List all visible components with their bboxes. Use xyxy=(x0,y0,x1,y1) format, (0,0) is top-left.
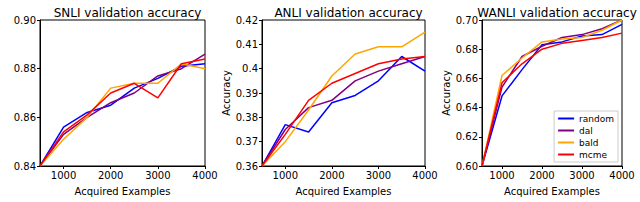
svg-text:0.84: 0.84 xyxy=(14,161,36,172)
svg-text:0.90: 0.90 xyxy=(14,15,36,26)
svg-text:0.60: 0.60 xyxy=(456,161,478,172)
svg-text:Acquired Examples: Acquired Examples xyxy=(75,186,171,197)
svg-text:0.41: 0.41 xyxy=(236,39,258,50)
svg-text:0.62: 0.62 xyxy=(456,131,478,142)
svg-text:3000: 3000 xyxy=(569,170,594,181)
svg-text:0.37: 0.37 xyxy=(236,136,258,147)
svg-text:0.39: 0.39 xyxy=(236,88,258,99)
svg-text:SNLI validation accuracy: SNLI validation accuracy xyxy=(54,6,202,20)
svg-text:0.38: 0.38 xyxy=(236,112,258,123)
svg-text:Accuracy: Accuracy xyxy=(221,70,232,116)
svg-text:0.88: 0.88 xyxy=(14,63,36,74)
svg-text:2000: 2000 xyxy=(98,170,123,181)
svg-text:0.4: 0.4 xyxy=(242,63,258,74)
svg-text:1000: 1000 xyxy=(489,170,514,181)
svg-text:0.68: 0.68 xyxy=(456,44,478,55)
svg-text:0.86: 0.86 xyxy=(14,112,36,123)
svg-text:bald: bald xyxy=(579,138,598,148)
svg-text:4000: 4000 xyxy=(192,170,217,181)
svg-text:1000: 1000 xyxy=(273,170,298,181)
svg-text:3000: 3000 xyxy=(145,170,170,181)
svg-text:0.36: 0.36 xyxy=(236,161,258,172)
svg-text:WANLI validation accuracy: WANLI validation accuracy xyxy=(477,6,636,20)
svg-text:0.64: 0.64 xyxy=(456,102,478,113)
svg-text:0.66: 0.66 xyxy=(456,73,478,84)
svg-text:dal: dal xyxy=(579,126,593,136)
svg-text:2000: 2000 xyxy=(529,170,554,181)
svg-text:Acquired Examples: Acquired Examples xyxy=(296,186,392,197)
svg-text:ANLI validation accuracy: ANLI validation accuracy xyxy=(274,6,422,20)
svg-text:4000: 4000 xyxy=(609,170,634,181)
svg-text:3000: 3000 xyxy=(366,170,391,181)
svg-text:1000: 1000 xyxy=(51,170,76,181)
svg-text:4000: 4000 xyxy=(412,170,437,181)
svg-text:random: random xyxy=(579,114,614,124)
svg-text:Accuracy: Accuracy xyxy=(441,70,452,116)
svg-text:mcme: mcme xyxy=(579,150,607,160)
svg-text:Acquired Examples: Acquired Examples xyxy=(504,186,600,197)
svg-text:0.70: 0.70 xyxy=(456,15,478,26)
svg-text:0.42: 0.42 xyxy=(236,15,258,26)
svg-text:2000: 2000 xyxy=(319,170,344,181)
